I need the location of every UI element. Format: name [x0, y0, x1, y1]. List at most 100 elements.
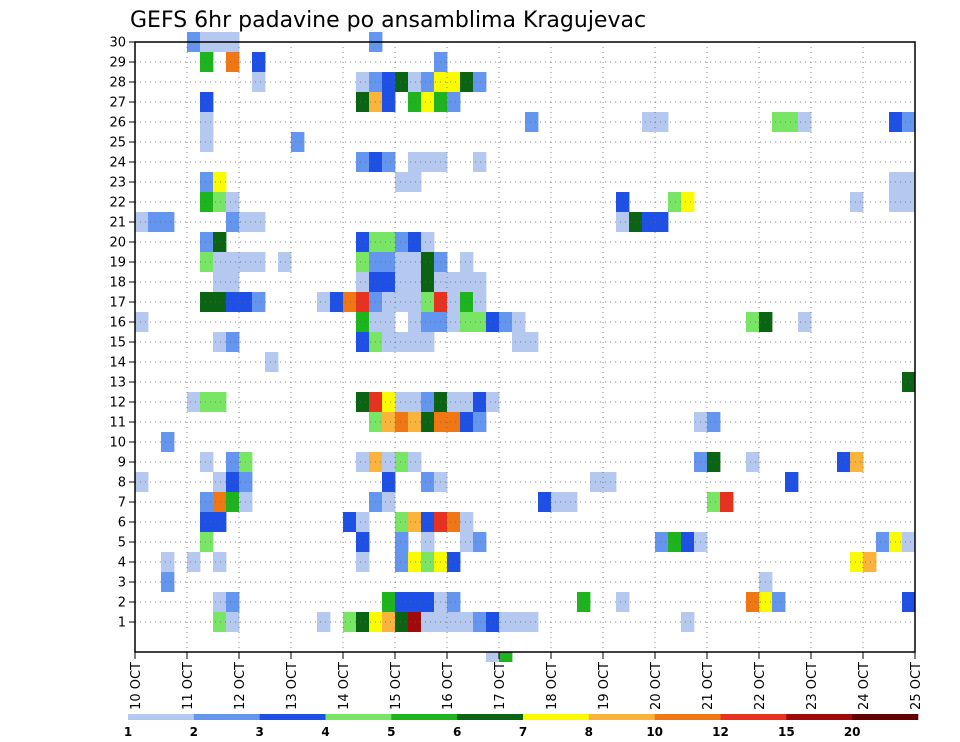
heatmap-cell — [356, 452, 370, 472]
heatmap-cell — [226, 332, 240, 352]
heatmap-cell — [707, 492, 721, 512]
heatmap-cell — [200, 52, 214, 72]
heatmap-cell — [499, 652, 513, 662]
y-tick-label: 10 — [109, 436, 126, 451]
heatmap-cell — [213, 252, 227, 272]
heatmap-cell — [226, 592, 240, 612]
heatmap-cell — [148, 212, 162, 232]
heatmap-cell — [213, 552, 227, 572]
colorbar-label: 20 — [844, 725, 861, 739]
heatmap-cell — [408, 292, 422, 312]
heatmap-cell — [421, 532, 435, 552]
heatmap-cell — [421, 612, 435, 632]
heatmap-cell — [408, 612, 422, 632]
heatmap-cell — [356, 392, 370, 412]
heatmap-cell — [356, 512, 370, 532]
heatmap-cell — [590, 472, 604, 492]
y-tick-label: 27 — [109, 96, 126, 111]
heatmap-cell — [343, 292, 357, 312]
heatmap-cell — [902, 192, 916, 212]
heatmap-cell — [200, 392, 214, 412]
heatmap-cell — [408, 592, 422, 612]
heatmap-cell — [707, 412, 721, 432]
heatmap-cell — [213, 512, 227, 532]
heatmap-cell — [278, 252, 292, 272]
heatmap-cell — [356, 252, 370, 272]
heatmap-cell — [447, 592, 461, 612]
heatmap-cell — [421, 312, 435, 332]
heatmap-cell — [226, 252, 240, 272]
heatmap-cell — [772, 112, 786, 132]
heatmap-cell — [330, 292, 344, 312]
heatmap-cell — [447, 72, 461, 92]
heatmap-cell — [356, 152, 370, 172]
heatmap-cell — [135, 312, 149, 332]
y-tick-label: 25 — [109, 136, 126, 151]
heatmap-cell — [395, 72, 409, 92]
heatmap-cell — [616, 192, 630, 212]
heatmap-cell — [460, 532, 474, 552]
heatmap-cell — [187, 552, 201, 572]
colorbar-swatch — [523, 714, 590, 720]
heatmap-cell — [408, 452, 422, 472]
heatmap-cell — [408, 232, 422, 252]
heatmap-cell — [226, 272, 240, 292]
heatmap-cell — [382, 292, 396, 312]
x-tick-label: 16 OCT — [441, 662, 456, 710]
y-tick-label: 30 — [109, 36, 126, 51]
heatmap-cell — [408, 252, 422, 272]
x-tick-label: 22 OCT — [753, 662, 768, 710]
heatmap-cell — [668, 532, 682, 552]
heatmap-cell — [395, 252, 409, 272]
colorbar-label: 6 — [453, 725, 461, 739]
heatmap-cell — [837, 452, 851, 472]
heatmap-cell — [603, 472, 617, 492]
heatmap-cell — [577, 592, 591, 612]
heatmap-cell — [408, 552, 422, 572]
heatmap-cell — [252, 292, 266, 312]
heatmap-cell — [551, 492, 565, 512]
heatmap-cell — [447, 612, 461, 632]
heatmap-cell — [382, 312, 396, 332]
y-tick-label: 1 — [118, 616, 126, 631]
heatmap-cell — [421, 72, 435, 92]
y-tick-label: 19 — [109, 256, 126, 271]
heatmap-cell — [421, 272, 435, 292]
heatmap-cell — [408, 512, 422, 532]
heatmap-cell — [421, 512, 435, 532]
heatmap-cell — [486, 612, 500, 632]
heatmap-cell — [902, 592, 916, 612]
heatmap-cell — [408, 92, 422, 112]
heatmap-cell — [460, 612, 474, 632]
heatmap-cell — [460, 312, 474, 332]
heatmap-cell — [213, 612, 227, 632]
x-tick-label: 15 OCT — [389, 662, 404, 710]
heatmap-cell — [655, 212, 669, 232]
heatmap-cell — [421, 92, 435, 112]
heatmap-cell — [213, 172, 227, 192]
colorbar-swatch — [654, 714, 721, 720]
colorbar-label: 5 — [387, 725, 395, 739]
heatmap-cell — [135, 212, 149, 232]
heatmap-cell — [447, 292, 461, 312]
y-tick-label: 2 — [118, 596, 126, 611]
heatmap-cell — [473, 312, 487, 332]
x-tick-label: 17 OCT — [493, 662, 508, 710]
heatmap-cell — [902, 532, 916, 552]
heatmap-cell — [395, 272, 409, 292]
heatmap-cell — [395, 332, 409, 352]
y-tick-label: 4 — [118, 556, 126, 571]
colorbar-label: 4 — [321, 725, 329, 739]
heatmap-cell — [213, 192, 227, 212]
heatmap-cell — [382, 92, 396, 112]
heatmap-cell — [772, 592, 786, 612]
heatmap-cell — [850, 452, 864, 472]
x-tick-label: 14 OCT — [337, 662, 352, 710]
heatmap-cell — [876, 532, 890, 552]
x-tick-label: 12 OCT — [233, 662, 248, 710]
heatmap-cell — [213, 472, 227, 492]
heatmap-cell — [421, 252, 435, 272]
heatmap-cell — [616, 592, 630, 612]
x-tick-label: 24 OCT — [857, 662, 872, 710]
heatmap-cell — [408, 412, 422, 432]
